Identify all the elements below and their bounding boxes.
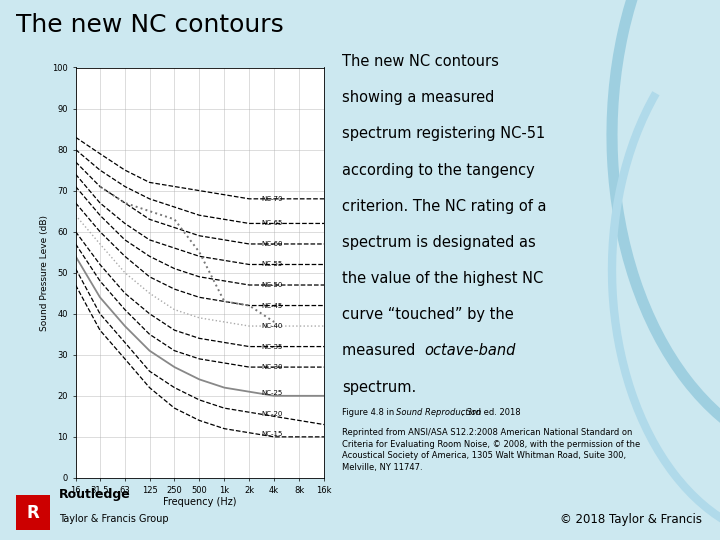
Text: NC-60: NC-60 — [261, 241, 283, 247]
Text: spectrum.: spectrum. — [342, 380, 416, 395]
Text: NC-15: NC-15 — [261, 431, 283, 437]
Text: according to the tangency: according to the tangency — [342, 163, 535, 178]
Y-axis label: Sound Pressure Leve (dB): Sound Pressure Leve (dB) — [40, 215, 50, 330]
Text: , 3rd ed. 2018: , 3rd ed. 2018 — [459, 408, 521, 417]
Text: NC-40: NC-40 — [261, 323, 283, 329]
Text: octave-band: octave-band — [425, 343, 516, 359]
Text: NC-35: NC-35 — [261, 343, 283, 349]
Text: measured: measured — [342, 343, 420, 359]
Text: NC-70: NC-70 — [261, 196, 283, 202]
Text: NC-20: NC-20 — [261, 410, 283, 416]
Text: Routledge: Routledge — [59, 488, 131, 501]
Text: NC-25: NC-25 — [261, 390, 282, 396]
X-axis label: Frequency (Hz): Frequency (Hz) — [163, 497, 237, 507]
Text: NC-65: NC-65 — [261, 220, 283, 226]
Text: spectrum is designated as: spectrum is designated as — [342, 235, 536, 250]
Text: showing a measured: showing a measured — [342, 90, 495, 105]
Text: NC-30: NC-30 — [261, 364, 283, 370]
Text: NC-45: NC-45 — [261, 302, 282, 308]
Text: Sound Reproduction: Sound Reproduction — [396, 408, 481, 417]
Text: criterion. The NC rating of a: criterion. The NC rating of a — [342, 199, 546, 214]
Text: The new NC contours: The new NC contours — [16, 14, 284, 37]
Text: the value of the highest NC: the value of the highest NC — [342, 271, 544, 286]
Text: R: R — [27, 504, 40, 522]
Text: The new NC contours: The new NC contours — [342, 54, 499, 69]
Text: Figure 4.8 in: Figure 4.8 in — [342, 408, 397, 417]
Text: curve “touched” by the: curve “touched” by the — [342, 307, 514, 322]
Text: Reprinted from ANSI/ASA S12.2:2008 American National Standard on
Criteria for Ev: Reprinted from ANSI/ASA S12.2:2008 Ameri… — [342, 428, 640, 471]
Text: © 2018 Taylor & Francis: © 2018 Taylor & Francis — [560, 514, 702, 526]
Text: Taylor & Francis Group: Taylor & Francis Group — [59, 514, 168, 524]
Text: NC-50: NC-50 — [261, 282, 283, 288]
Text: NC-55: NC-55 — [261, 261, 282, 267]
Text: spectrum registering NC-51: spectrum registering NC-51 — [342, 126, 545, 141]
